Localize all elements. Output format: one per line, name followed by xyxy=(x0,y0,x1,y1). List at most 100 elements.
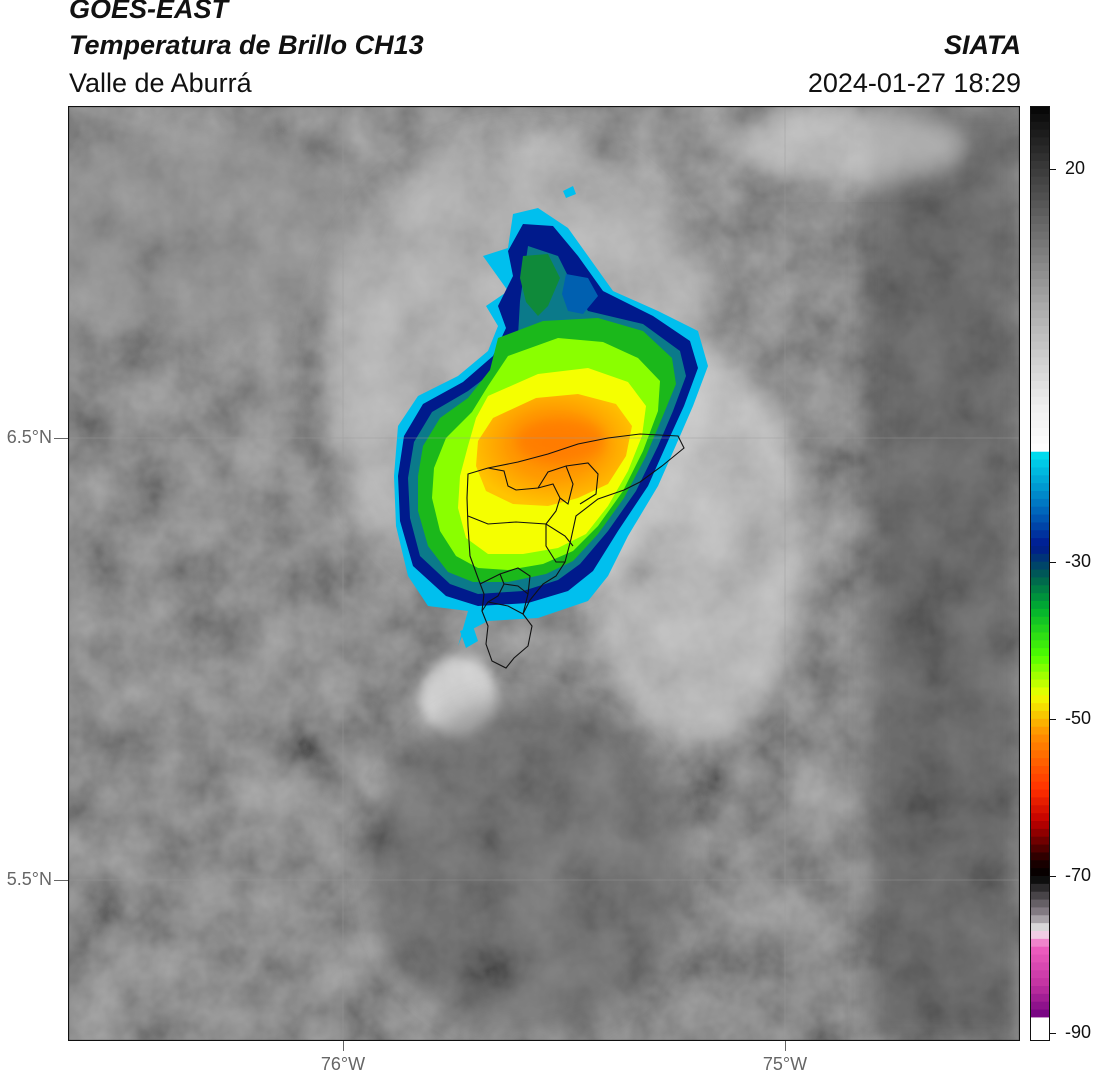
colorbar-frame xyxy=(1030,106,1050,1041)
colorbar-band xyxy=(1030,773,1050,783)
colorbar-band xyxy=(1030,632,1050,641)
colorbar-band xyxy=(1030,514,1050,524)
colorbar-band xyxy=(1030,923,1050,932)
colorbar-band xyxy=(1030,381,1050,390)
colorbar-band xyxy=(1030,718,1050,728)
colorbar-band xyxy=(1030,459,1050,469)
cloud-north-lobe-green xyxy=(520,254,560,316)
colorbar-band xyxy=(1030,695,1050,704)
cloud-fragment-south xyxy=(460,626,478,648)
colorbar-band xyxy=(1030,546,1050,555)
colorbar-band xyxy=(1030,1025,1050,1034)
satellite-map[interactable] xyxy=(68,106,1020,1041)
lat-tick-5-5 xyxy=(54,880,68,881)
colorbar-band xyxy=(1030,176,1050,186)
colorbar-band xyxy=(1030,436,1050,445)
colorbar-band xyxy=(1030,263,1050,272)
colorbar-band xyxy=(1030,663,1050,673)
colorbar-tick xyxy=(1050,1033,1056,1035)
colorbar-band xyxy=(1030,758,1050,767)
colorbar-band xyxy=(1030,483,1050,492)
colorbar-band xyxy=(1030,255,1050,264)
convective-cloud xyxy=(394,186,708,648)
colorbar xyxy=(1030,106,1050,1041)
colorbar-tick-label: -90 xyxy=(1065,1022,1092,1043)
region-label: Valle de Aburrá xyxy=(69,68,252,98)
colorbar-band xyxy=(1030,899,1050,909)
ir-light-ne xyxy=(728,106,968,186)
colorbar-band xyxy=(1030,742,1050,751)
colorbar-svg xyxy=(1030,106,1050,1041)
boundary-south-1 xyxy=(479,567,531,615)
colorbar-band xyxy=(1030,223,1050,233)
colorbar-band xyxy=(1030,121,1050,131)
colorbar-band xyxy=(1030,326,1050,335)
colorbar-band xyxy=(1030,145,1050,154)
colorbar-band xyxy=(1030,616,1050,626)
colorbar-band xyxy=(1030,891,1050,901)
colorbar-band xyxy=(1030,208,1050,217)
colorbar-band xyxy=(1030,357,1050,366)
colorbar-band xyxy=(1030,404,1050,414)
colorbar-tick xyxy=(1050,561,1056,563)
lon-label-76w: 76°W xyxy=(320,1054,366,1074)
colorbar-band xyxy=(1030,341,1050,351)
colorbar-tick-label: -70 xyxy=(1065,865,1092,885)
lon-label-75w: 75°W xyxy=(762,1054,808,1074)
colorbar-band xyxy=(1030,216,1050,225)
colorbar-band xyxy=(1030,200,1050,209)
colorbar-band xyxy=(1030,129,1050,139)
colorbar-band xyxy=(1030,1009,1050,1019)
colorbar-band xyxy=(1030,750,1050,759)
colorbar-band xyxy=(1030,294,1050,304)
valley-outline xyxy=(466,433,685,669)
colorbar-band xyxy=(1030,420,1050,429)
colorbar-band xyxy=(1030,608,1050,618)
colorbar-tick-label: 20 xyxy=(1065,157,1086,178)
ir-light-nw xyxy=(68,126,368,346)
cloud-north-lobe-blue xyxy=(562,274,598,314)
colorbar-band xyxy=(1030,192,1050,201)
colorbar-band xyxy=(1030,168,1050,178)
colorbar-band xyxy=(1030,766,1050,775)
colorbar-band xyxy=(1030,938,1050,948)
colorbar-band xyxy=(1030,577,1050,586)
colorbar-band xyxy=(1030,624,1050,634)
colorbar-band xyxy=(1030,852,1050,861)
ir-dark-south xyxy=(368,696,688,1036)
boundary-north-3 xyxy=(565,462,599,505)
colorbar-band xyxy=(1030,813,1050,822)
colorbar-band xyxy=(1030,679,1050,689)
colorbar-tick xyxy=(1050,876,1056,877)
colorbar-band xyxy=(1030,396,1050,406)
colorbar-band xyxy=(1030,349,1050,359)
boundary-south-2 xyxy=(481,573,505,612)
satellite-title: GOES-EAST xyxy=(69,0,229,24)
colorbar-band xyxy=(1030,978,1050,987)
colorbar-band xyxy=(1030,687,1050,696)
municipal-boundaries xyxy=(466,433,685,669)
colorbar-band xyxy=(1030,860,1050,869)
colorbar-band xyxy=(1030,553,1050,563)
colorbar-band xyxy=(1030,412,1050,421)
colorbar-band xyxy=(1030,907,1050,916)
colorbar-band xyxy=(1030,491,1050,500)
colorbar-band xyxy=(1030,1033,1050,1041)
colorbar-band xyxy=(1030,593,1050,602)
colorbar-band xyxy=(1030,475,1050,484)
colorbar-band xyxy=(1030,954,1050,964)
colorbar-band xyxy=(1030,962,1050,971)
lon-tick-76w xyxy=(343,1041,344,1051)
colorbar-band xyxy=(1030,506,1050,516)
cloud-core-peak xyxy=(516,419,604,463)
lat-tick-6-5 xyxy=(54,438,68,439)
colorbar-band xyxy=(1030,883,1050,893)
colorbar-band xyxy=(1030,703,1050,712)
colorbar-band xyxy=(1030,318,1050,327)
colorbar-band xyxy=(1030,451,1050,461)
colorbar-band xyxy=(1030,310,1050,319)
colorbar-band xyxy=(1030,302,1050,311)
colorbar-band xyxy=(1030,569,1050,579)
colorbar-band xyxy=(1030,443,1050,453)
colorbar-band xyxy=(1030,247,1050,256)
